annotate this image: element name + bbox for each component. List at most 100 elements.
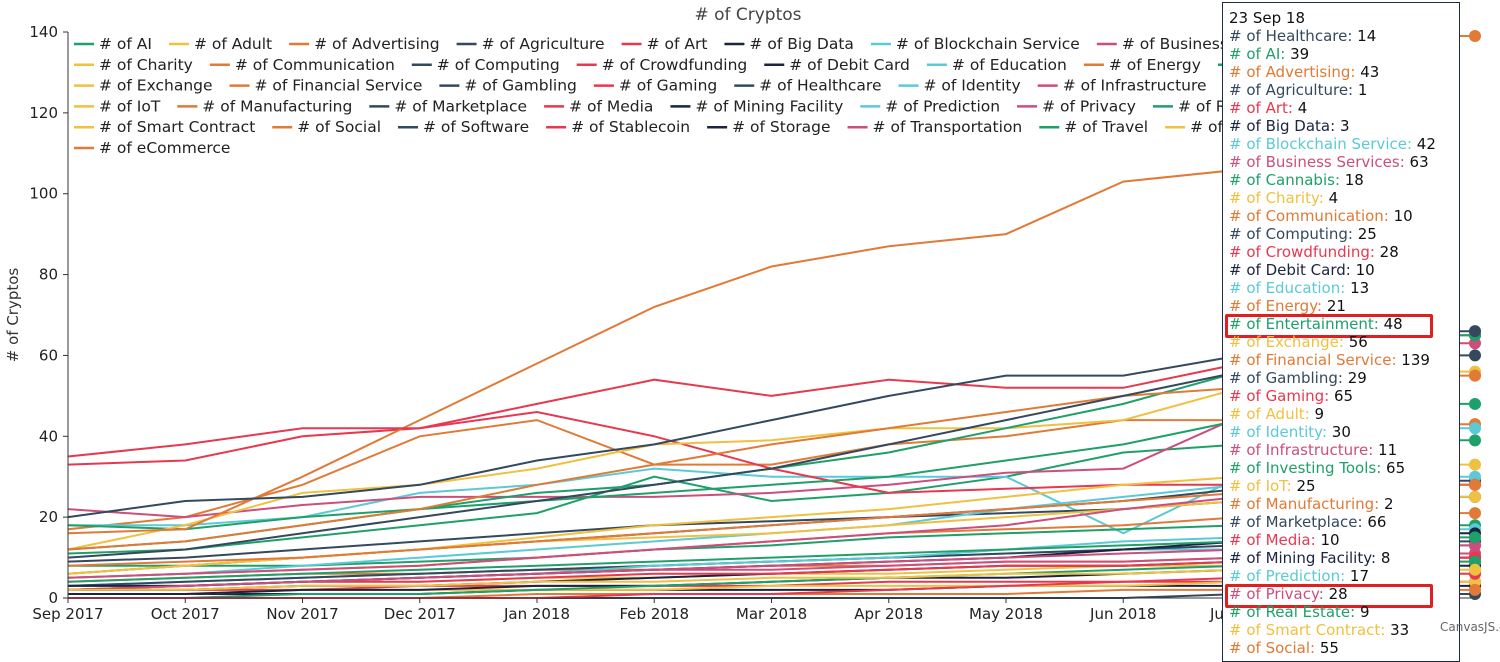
legend-item[interactable]: # of Stablecoin <box>546 118 690 136</box>
legend-label: # of Identity <box>924 77 1021 95</box>
legend-item[interactable]: # of Advertising <box>289 35 440 53</box>
tooltip-row-value: 65 <box>1381 459 1406 477</box>
tooltip-row-value: 39 <box>1285 45 1310 63</box>
legend-item[interactable]: # of Charity <box>74 56 193 74</box>
legend-item[interactable]: # of Financial Service <box>229 77 423 95</box>
legend-label: # of Transportation <box>873 118 1023 136</box>
series-end-marker[interactable] <box>1469 397 1481 410</box>
legend-label: # of Financial Service <box>255 77 423 95</box>
series-end-marker[interactable] <box>1469 349 1481 362</box>
tooltip-row-value: 21 <box>1322 297 1346 315</box>
legend-label: # of Privacy <box>1042 97 1136 115</box>
legend-item[interactable]: # of Transportation <box>847 118 1023 136</box>
tooltip-row: # of Agriculture: 1 <box>1229 81 1459 99</box>
tooltip-row-value: 13 <box>1345 279 1370 297</box>
legend-item[interactable]: # of Big Data <box>724 35 854 53</box>
legend-label: # of Exchange <box>99 77 213 95</box>
legend-item[interactable]: # of AI <box>74 35 152 53</box>
legend-item[interactable]: # of IoT <box>74 97 161 115</box>
legend-item[interactable]: # of Exchange <box>74 77 213 95</box>
series-end-marker[interactable] <box>1469 369 1481 382</box>
end-markers <box>1469 30 1481 600</box>
legend-item[interactable]: # of eCommerce <box>74 139 230 157</box>
tooltip-row: # of Computing: 25 <box>1229 225 1459 243</box>
series-end-marker[interactable] <box>1469 563 1481 576</box>
legend-label: # of Travel <box>1064 118 1148 136</box>
y-tick-label: 100 <box>29 185 58 203</box>
legend-item[interactable]: # of Smart Contract <box>74 118 255 136</box>
series-end-marker[interactable] <box>1469 325 1481 338</box>
legend-item[interactable]: # of Adult <box>168 35 272 53</box>
series-end-marker[interactable] <box>1469 478 1481 491</box>
x-tick-label: Sep 2017 <box>32 605 103 623</box>
legend-label: # of Stablecoin <box>571 118 690 136</box>
tooltip-row-label: # of Smart Contract: <box>1229 621 1386 639</box>
tooltip-date: 23 Sep 18 <box>1229 9 1305 27</box>
legend-label: # of Storage <box>732 118 830 136</box>
tooltip-row-value: 43 <box>1355 63 1380 81</box>
legend-item[interactable]: # of Education <box>926 56 1067 74</box>
tooltip-row-value: 11 <box>1373 441 1398 459</box>
series-end-marker[interactable] <box>1469 583 1481 596</box>
tooltip-row: # of Advertising: 43 <box>1229 63 1459 81</box>
y-tick-label: 0 <box>48 589 58 607</box>
legend-item[interactable]: # of Privacy <box>1017 97 1136 115</box>
tooltip-row-label: # of IoT: <box>1229 477 1292 495</box>
tooltip-row-label: # of Real Estate: <box>1229 603 1356 621</box>
series-end-marker[interactable] <box>1469 458 1481 471</box>
legend-item[interactable]: # of Prediction <box>860 97 1000 115</box>
legend-label: # of Mining Facility <box>695 97 843 115</box>
series-end-marker[interactable] <box>1469 531 1481 544</box>
legend-item[interactable]: # of Travel <box>1039 118 1148 136</box>
legend-item[interactable]: # of Energy <box>1083 56 1201 74</box>
x-tick-label: Nov 2017 <box>266 605 338 623</box>
legend-item[interactable]: # of Communication <box>209 56 395 74</box>
tooltip-row-label: # of Art: <box>1229 99 1293 117</box>
legend-item[interactable]: # of Healthcare <box>734 77 882 95</box>
x-tick-label: Oct 2017 <box>151 605 220 623</box>
legend-label: # of Manufacturing <box>202 97 352 115</box>
legend-item[interactable]: # of Debit Card <box>764 56 910 74</box>
legend-item[interactable]: # of Marketplace <box>369 97 527 115</box>
legend-label: # of Communication <box>235 56 395 74</box>
legend-item[interactable]: # of Agriculture <box>456 35 605 53</box>
tooltip-row: # of Marketplace: 66 <box>1229 513 1459 531</box>
legend-label: # of Gaming <box>619 77 717 95</box>
tooltip-row-label: # of Cannabis: <box>1229 171 1340 189</box>
tooltip-row-value: 25 <box>1352 225 1377 243</box>
legend-label: # of Software <box>423 118 529 136</box>
legend-label: # of Computing <box>437 56 560 74</box>
legend-item[interactable]: # of Storage <box>707 118 831 136</box>
y-tick-label: 60 <box>39 346 58 364</box>
tooltip-row: # of AI: 39 <box>1229 45 1459 63</box>
legend-item[interactable]: # of Art <box>621 35 708 53</box>
tooltip-row-label: # of Mining Facility: <box>1229 549 1377 567</box>
series-end-marker[interactable] <box>1469 434 1481 447</box>
tooltip-row: # of Business Services: 63 <box>1229 153 1459 171</box>
legend-item[interactable]: # of Software <box>398 118 529 136</box>
legend-item[interactable]: # of Gambling <box>439 77 577 95</box>
series-end-marker[interactable] <box>1469 507 1481 520</box>
legend-item[interactable]: # of Media <box>544 97 653 115</box>
tooltip-row-value: 9 <box>1355 603 1370 621</box>
legend-item[interactable]: # of Manufacturing <box>177 97 352 115</box>
series-end-marker[interactable] <box>1469 422 1481 435</box>
legend-item[interactable]: # of Computing <box>411 56 560 74</box>
tooltip-row: # of Adult: 9 <box>1229 405 1459 423</box>
legend-item[interactable]: # of Identity <box>898 77 1021 95</box>
series-end-marker[interactable] <box>1469 490 1481 503</box>
tooltip-row: # of Healthcare: 14 <box>1229 27 1459 45</box>
chart-credit: CanvasJS.com <box>1440 620 1500 634</box>
series-end-marker[interactable] <box>1469 30 1481 43</box>
legend-item[interactable]: # of Gaming <box>593 77 717 95</box>
legend-item[interactable]: # of Mining Facility <box>670 97 843 115</box>
y-tick-label: 120 <box>29 104 58 122</box>
legend-item[interactable]: # of Crowdfunding <box>576 56 748 74</box>
tooltip-row: # of Gaming: 65 <box>1229 387 1459 405</box>
legend-label: # of Art <box>647 35 708 53</box>
tooltip-row-label: # of Privacy: <box>1229 585 1324 603</box>
legend-item[interactable]: # of Blockchain Service <box>870 35 1080 53</box>
legend-item[interactable]: # of Infrastructure <box>1037 77 1207 95</box>
legend-item[interactable]: # of Social <box>272 118 381 136</box>
tooltip-row-value: 10 <box>1350 261 1375 279</box>
